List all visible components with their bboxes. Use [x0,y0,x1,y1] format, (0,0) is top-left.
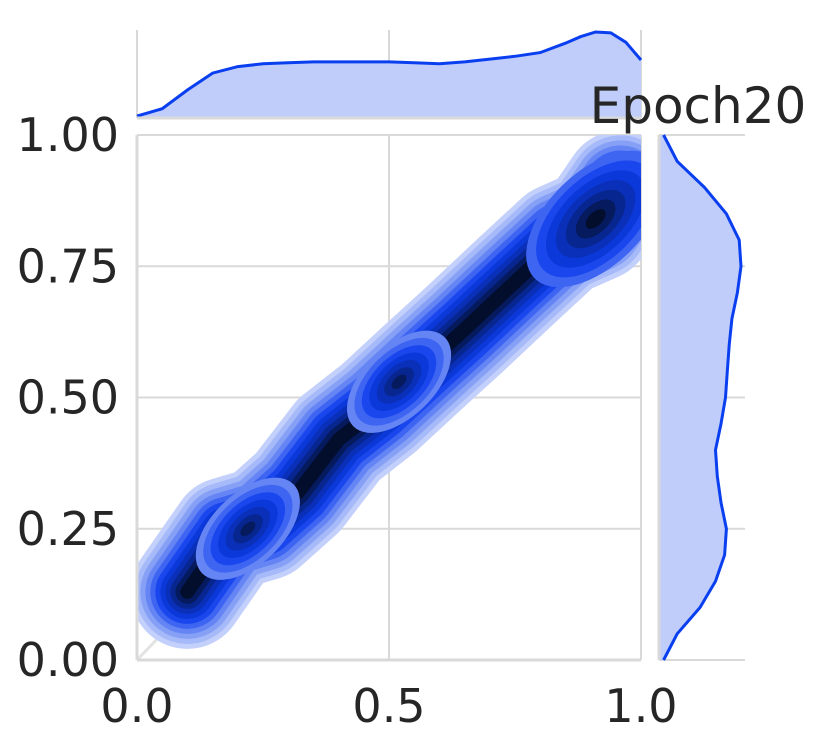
density-core-2-10 [585,209,606,229]
density-core-1-10 [391,374,407,390]
y-tick-labels: 0.00 0.25 0.50 0.75 1.00 [17,108,119,687]
y-tick-label-0: 0.00 [17,633,119,687]
marginal-y-density [659,134,743,661]
marginal-x-line [136,30,643,118]
y-tick-label-1: 0.25 [17,502,119,556]
marginal-x-area [137,32,641,118]
x-tick-label-0: 0.0 [100,679,173,733]
axis-spines [135,116,661,662]
y-tick-label-3: 0.75 [17,239,119,293]
x-tick-labels: 0.0 0.5 1.0 [100,679,677,733]
x-tick-label-2: 1.0 [604,679,677,733]
y-tick-label-2: 0.50 [17,371,119,425]
marginal-x-density [136,30,643,118]
marginal-y-area [659,135,741,660]
chart-title: Epoch20 [590,77,807,135]
marginal-y-line [662,134,743,661]
y-tick-label-4: 1.00 [17,108,119,162]
density-contours [137,135,641,649]
x-tick-label-1: 0.5 [352,679,425,733]
density-core-0-10 [240,521,256,537]
